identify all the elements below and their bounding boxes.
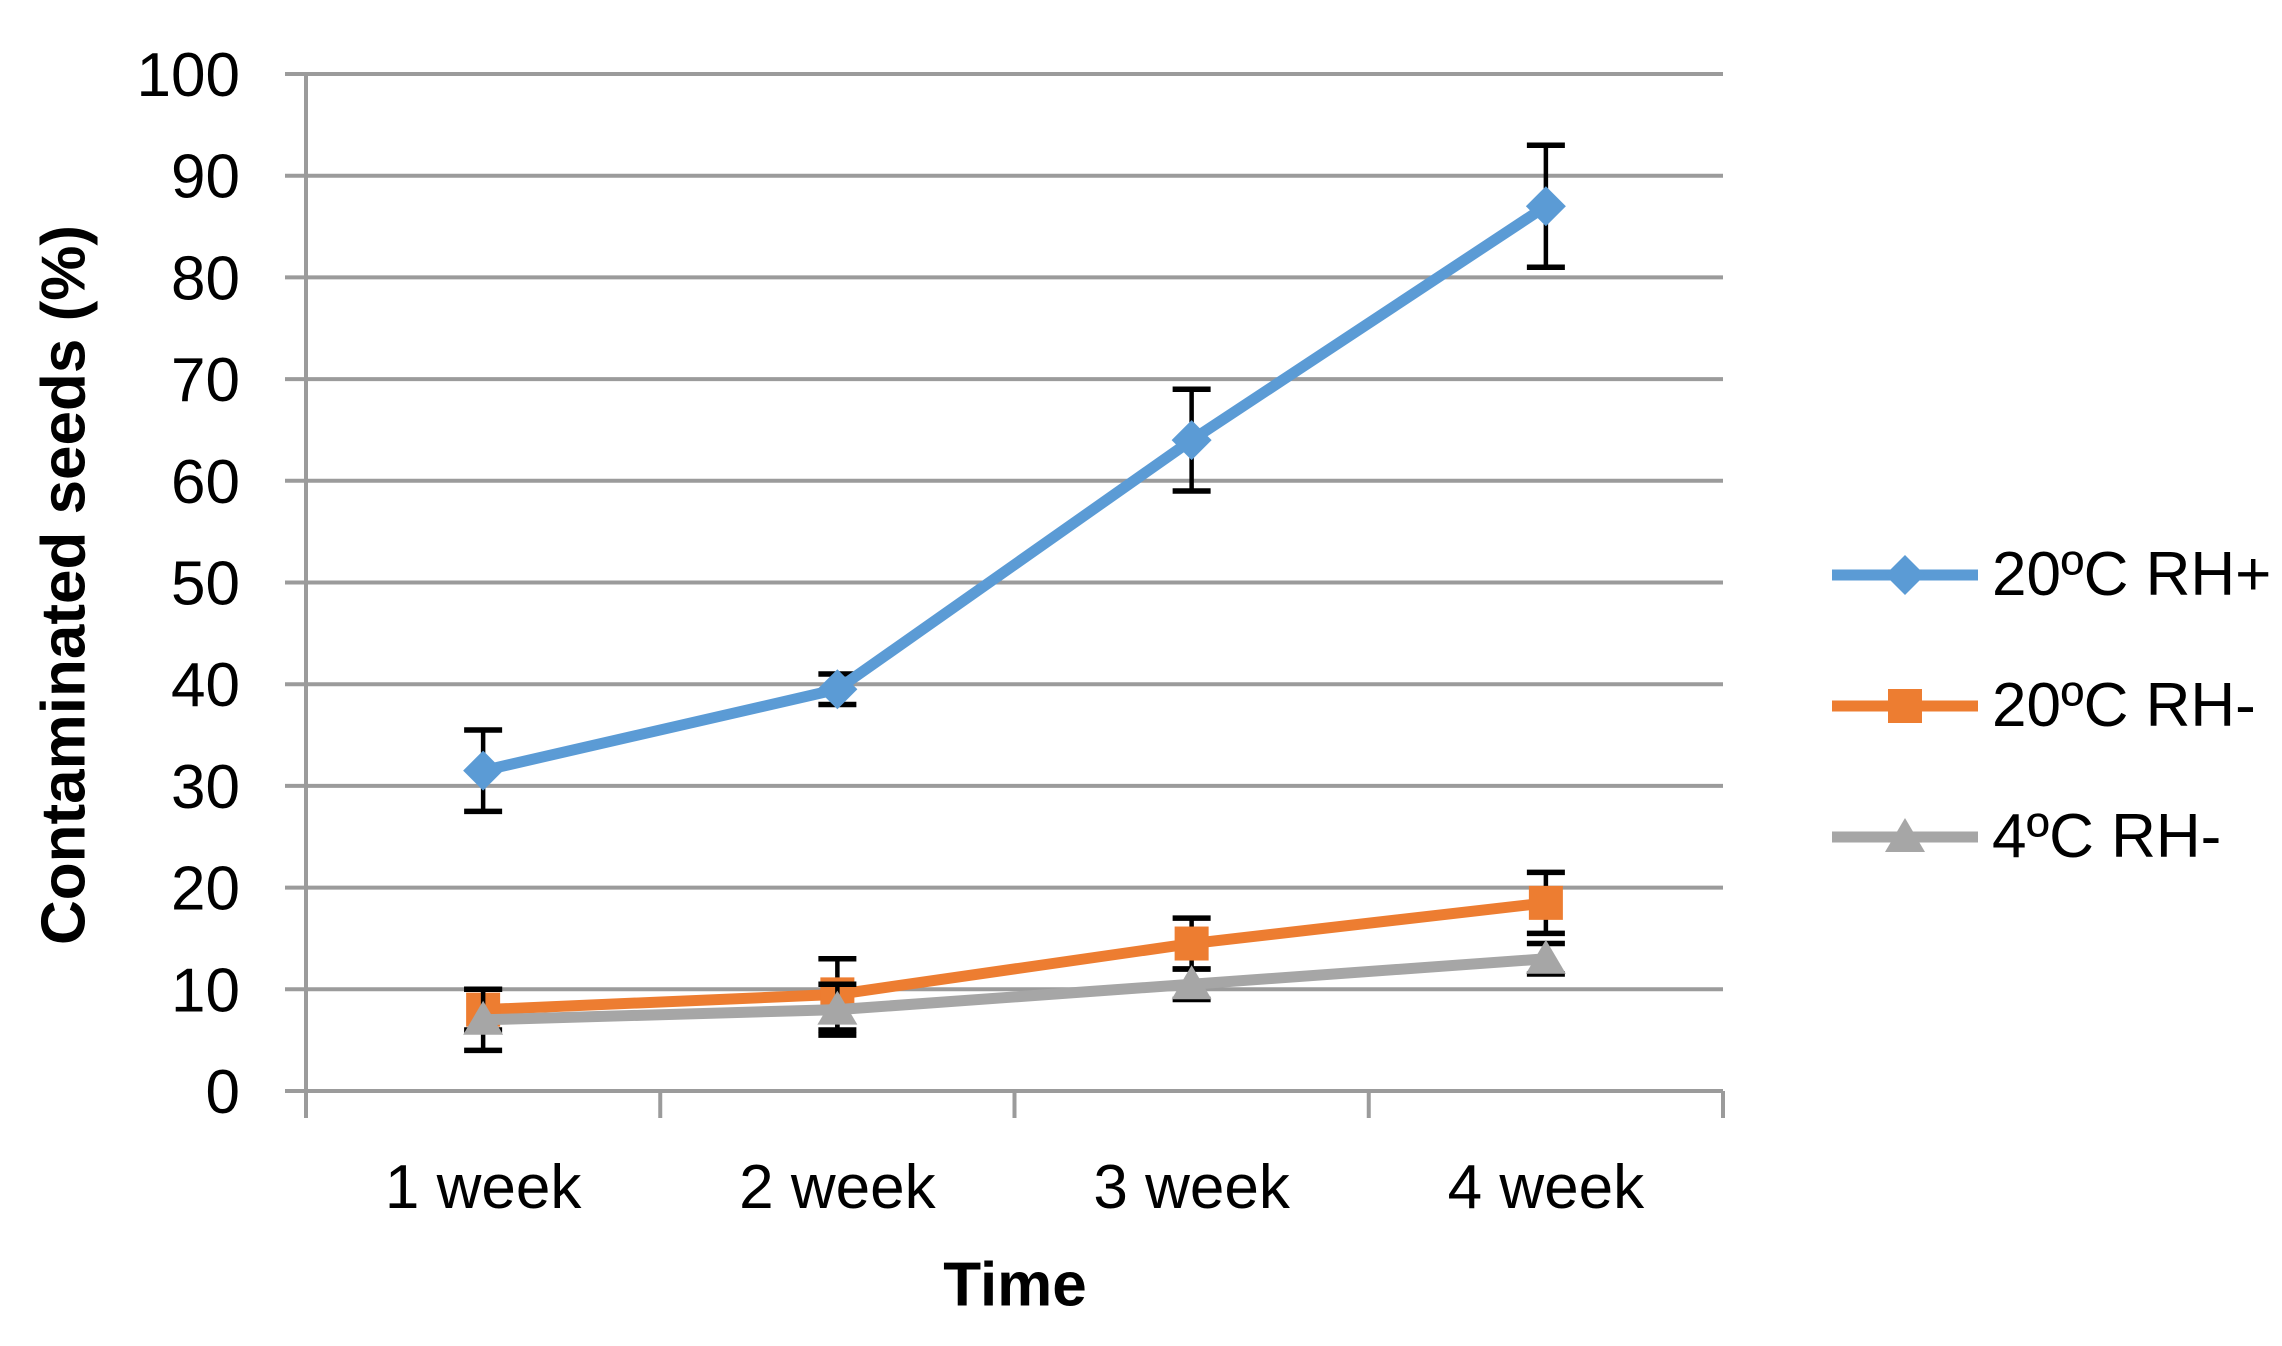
legend-item-series-3: 4ºC RH-: [1832, 771, 2271, 902]
y-tick-label: 50: [171, 550, 240, 619]
legend-label: 20ºC RH+: [1992, 540, 2272, 609]
data-point-square: [1528, 885, 1563, 920]
y-tick-label: 10: [171, 956, 240, 1025]
data-point-triangle: [1525, 939, 1566, 974]
legend-item-series-2: 20ºC RH-: [1832, 640, 2271, 771]
data-point-triangle: [817, 990, 858, 1025]
legend-marker-triangle-icon: [1832, 817, 1978, 852]
x-category-label: 3 week: [1093, 1153, 1290, 1222]
chart-legend: 20ºC RH+ 20ºC RH- 4ºC RH-: [1832, 509, 2271, 902]
x-axis-title: Time: [943, 1250, 1087, 1320]
data-point-diamond: [1525, 186, 1566, 227]
data-point-diamond: [1885, 554, 1925, 595]
y-tick-label: 0: [206, 1058, 240, 1127]
legend-marker-square-icon: [1832, 688, 1978, 723]
y-tick-label: 40: [171, 651, 240, 720]
series-20ºC RH-: [464, 869, 1565, 1033]
data-point-diamond: [817, 669, 858, 710]
data-point-triangle: [463, 1000, 504, 1035]
x-category-label: 4 week: [1448, 1153, 1645, 1222]
series-line: [477, 953, 1552, 1026]
y-tick-label: 30: [171, 753, 240, 822]
data-point-triangle: [1171, 965, 1212, 1000]
y-tick-label: 70: [171, 346, 240, 415]
series-line: [477, 897, 1552, 1016]
legend-item-series-1: 20ºC RH+: [1832, 509, 2271, 640]
x-category-label: 2 week: [739, 1153, 936, 1222]
data-point-square: [1888, 688, 1922, 723]
y-axis-title: Contaminated seeds (%): [29, 224, 99, 946]
data-point-diamond: [463, 750, 504, 791]
data-point-square: [1174, 926, 1209, 961]
data-point-diamond: [1171, 420, 1212, 461]
y-tick-label: 100: [137, 41, 240, 110]
x-category-label: 1 week: [385, 1153, 582, 1222]
series-line: [477, 200, 1552, 777]
y-tick-label: 80: [171, 244, 240, 313]
y-tick-label: 90: [171, 143, 240, 212]
series-20ºC RH+: [463, 142, 1566, 815]
legend-label: 4ºC RH-: [1992, 802, 2222, 871]
y-tick-label: 60: [171, 448, 240, 517]
data-point-triangle: [1885, 817, 1925, 852]
legend-label: 20ºC RH-: [1992, 671, 2256, 740]
y-tick-label: 20: [171, 855, 240, 924]
series-4ºC RH-: [463, 939, 1566, 1054]
legend-marker-diamond-icon: [1832, 554, 1978, 595]
